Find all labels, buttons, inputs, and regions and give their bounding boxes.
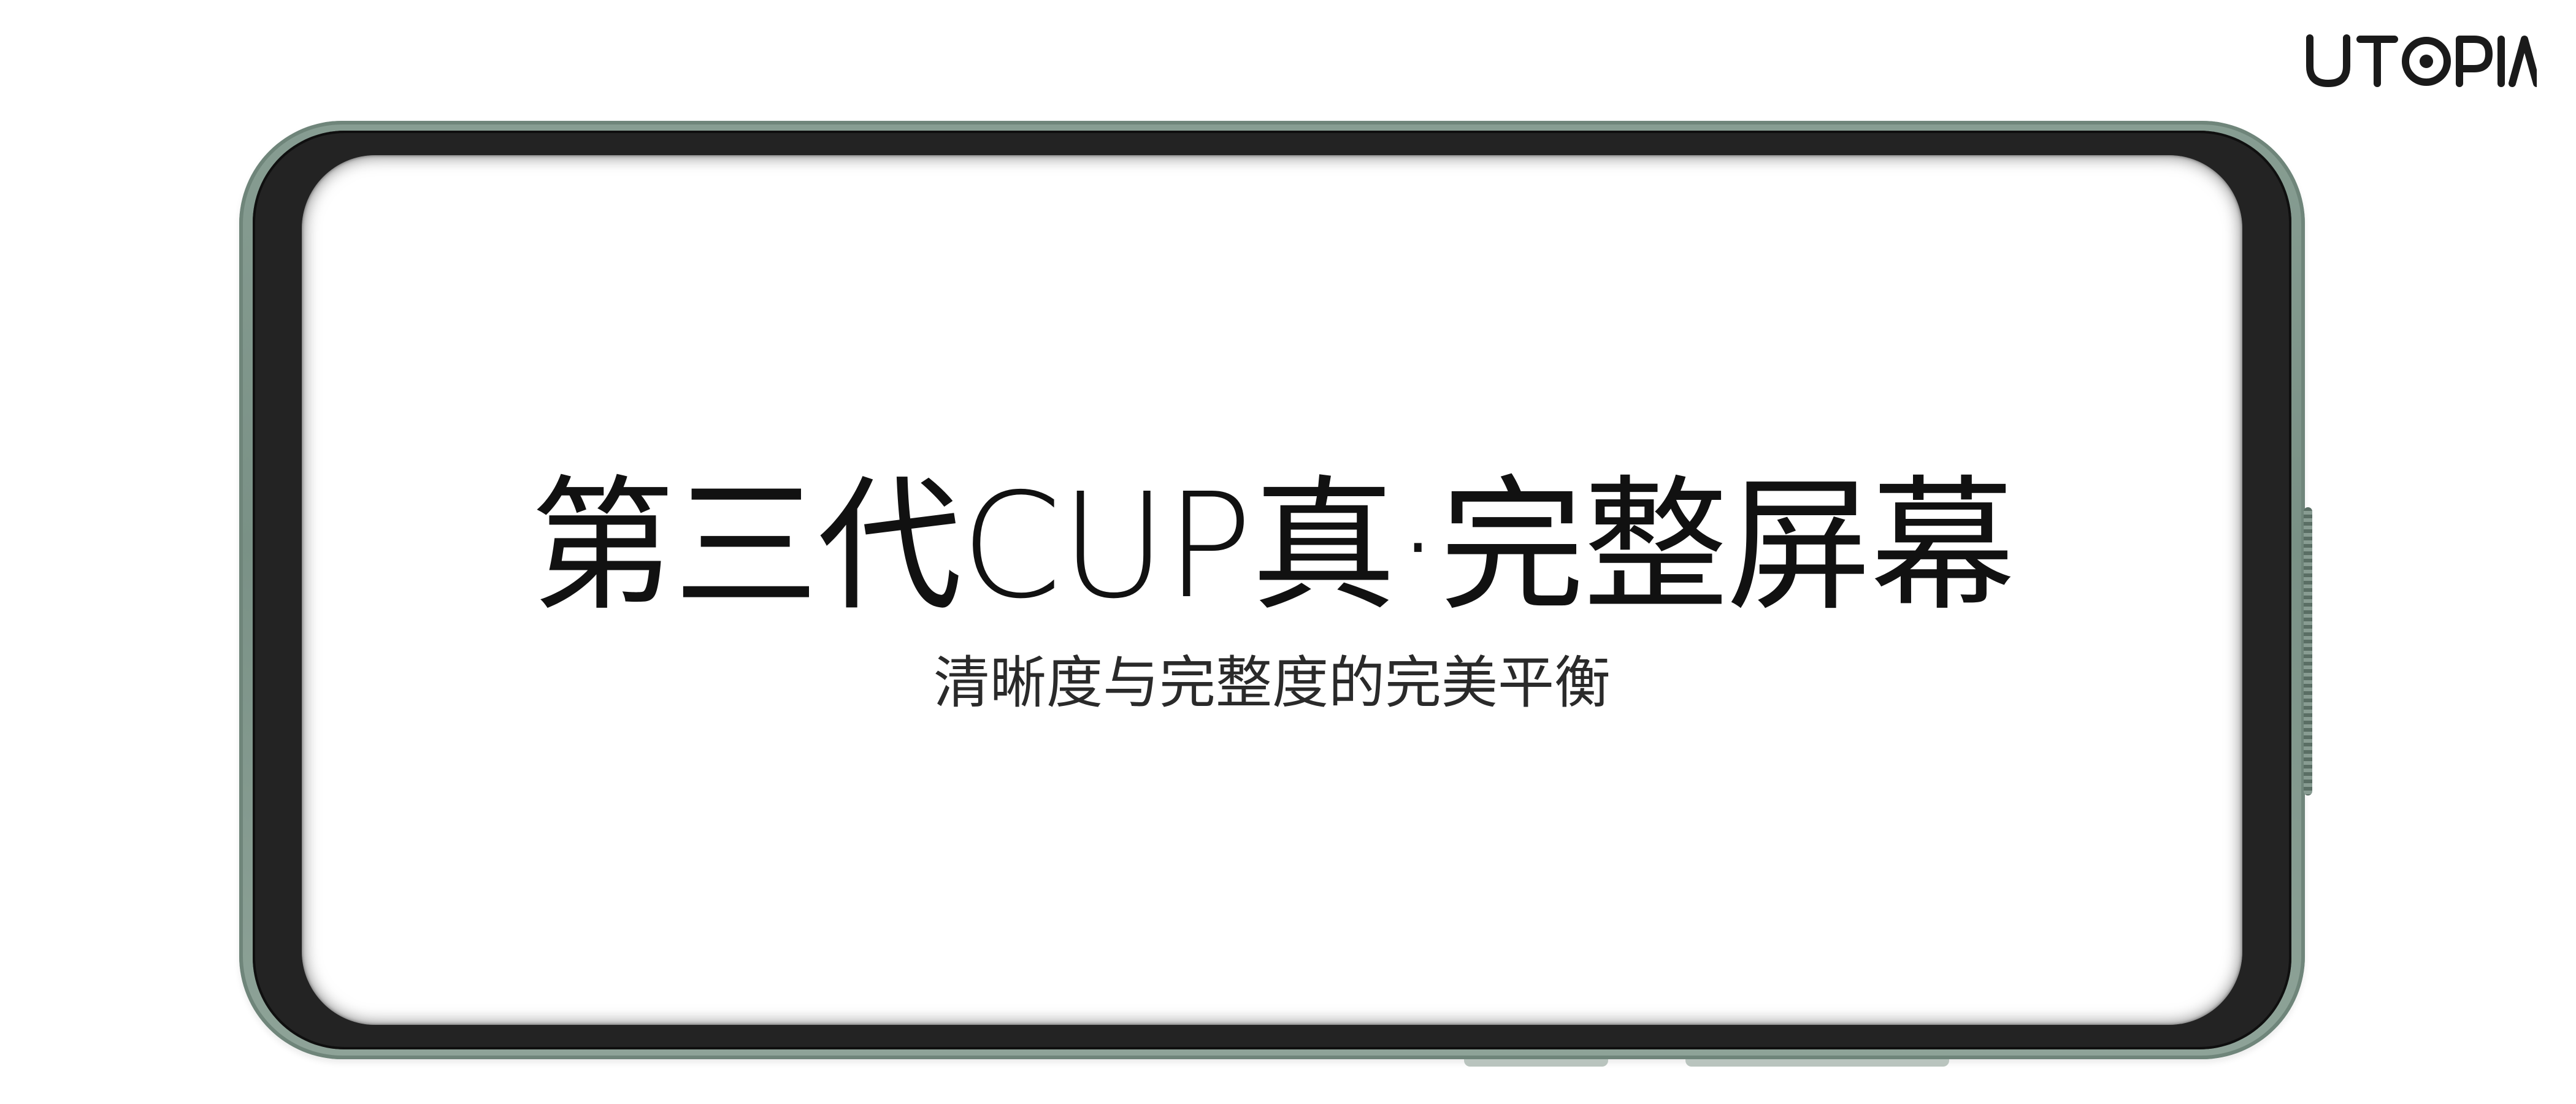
phone-frame: 第三代CUP真·完整屏幕 清晰度与完整度的完美平衡: [239, 121, 2312, 1067]
utopia-logo: [2304, 29, 2537, 91]
phone-screen: 第三代CUP真·完整屏幕 清晰度与完整度的完美平衡: [302, 155, 2242, 1025]
side-button: [2304, 507, 2312, 795]
bottom-button-left: [1464, 1059, 1608, 1067]
utopia-logo-mark: [2306, 34, 2537, 88]
headline: 第三代CUP真·完整屏幕: [530, 462, 2015, 631]
subtitle: 清晰度与完整度的完美平衡: [933, 650, 1611, 716]
phone-bezel: 第三代CUP真·完整屏幕 清晰度与完整度的完美平衡: [253, 131, 2291, 1049]
bottom-button-right: [1685, 1059, 1949, 1067]
